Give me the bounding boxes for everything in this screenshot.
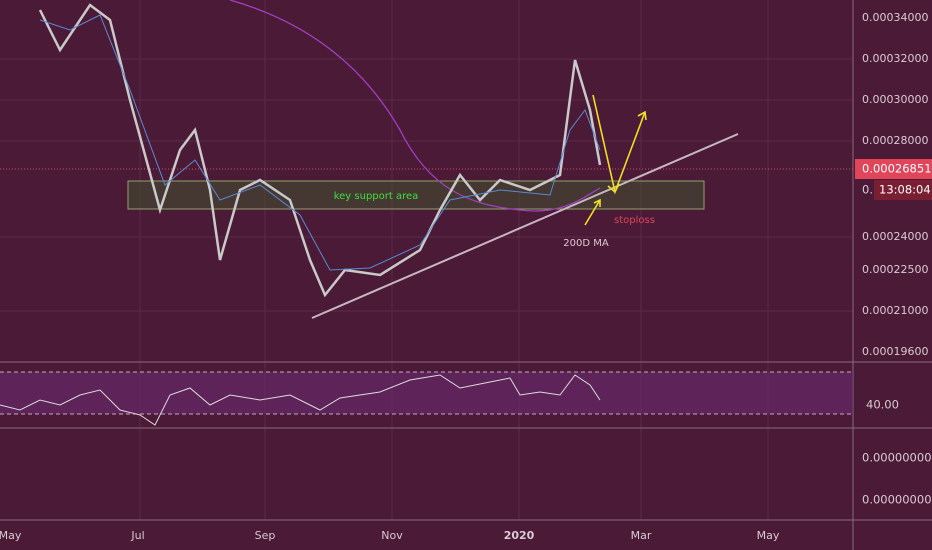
price-label: 0.00022500 bbox=[862, 263, 928, 276]
time-label: Mar bbox=[631, 529, 652, 542]
time-label: May bbox=[757, 529, 780, 542]
rsi-line bbox=[0, 374, 601, 426]
ma-short bbox=[39, 14, 601, 271]
price-label: 0.00024000 bbox=[862, 230, 928, 243]
price-label: 0.00021000 bbox=[862, 304, 928, 317]
countdown-prefix: 0. bbox=[862, 183, 873, 197]
lower-label: 0.00000000 bbox=[862, 451, 932, 465]
price-label: 0.00030000 bbox=[862, 93, 928, 106]
time-label: Sep bbox=[255, 529, 276, 542]
lower-label: 0.00000000 bbox=[862, 493, 932, 507]
trend-line bbox=[311, 133, 739, 319]
time-axis: May Jul Sep Nov 2020 Mar May bbox=[0, 529, 780, 542]
support-zone bbox=[127, 180, 705, 210]
countdown: 13:08:04 bbox=[879, 183, 931, 197]
price-label: 0.00019600 bbox=[862, 345, 928, 358]
support-label: key support area bbox=[334, 191, 419, 202]
price-axis: 0.00034000 0.00032000 0.00030000 0.00028… bbox=[862, 11, 928, 358]
price-label: 0.00028000 bbox=[862, 134, 928, 147]
ma-200 bbox=[229, 0, 601, 212]
price-label: 0.00034000 bbox=[862, 11, 928, 24]
rsi-label: 40.00 bbox=[866, 398, 899, 412]
time-label: 2020 bbox=[504, 529, 535, 542]
time-label: Nov bbox=[381, 529, 403, 542]
stoploss-label: stoploss bbox=[614, 215, 655, 226]
current-price-box bbox=[855, 159, 932, 179]
rsi-bounds bbox=[0, 371, 853, 415]
ma-label: 200D MA bbox=[563, 238, 609, 249]
price-candles bbox=[38, 3, 602, 298]
time-label: May bbox=[0, 529, 22, 542]
current-price: 0.00026851 bbox=[862, 162, 932, 176]
countdown-box bbox=[874, 180, 932, 200]
price-label: 0.00032000 bbox=[862, 52, 928, 65]
arrows bbox=[584, 94, 647, 226]
rsi-band bbox=[0, 372, 853, 414]
time-label: Jul bbox=[130, 529, 144, 542]
